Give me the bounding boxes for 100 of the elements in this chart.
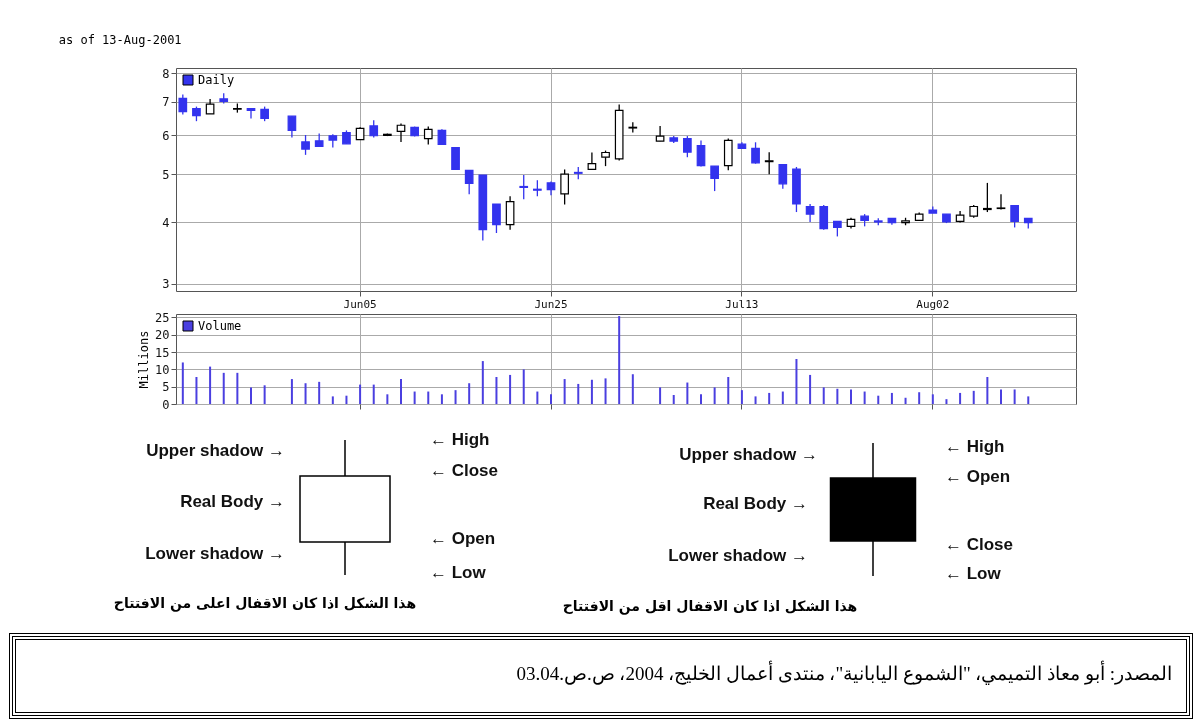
y-tick-label: 25 bbox=[155, 310, 170, 325]
candlestick bbox=[246, 107, 256, 120]
bar bbox=[986, 377, 989, 404]
bar bbox=[290, 379, 293, 404]
bar bbox=[359, 384, 362, 404]
bar bbox=[631, 374, 634, 404]
bar bbox=[577, 383, 580, 404]
y-tick-label: 5 bbox=[162, 380, 170, 395]
x-tick-label: Jun25 bbox=[534, 297, 568, 311]
candlestick bbox=[778, 163, 788, 190]
bar bbox=[604, 378, 607, 404]
y-tick-label: 5 bbox=[162, 167, 170, 182]
bar bbox=[904, 397, 907, 404]
bar bbox=[754, 396, 757, 404]
text: Upper shadow → bbox=[146, 441, 285, 461]
bar bbox=[972, 390, 975, 404]
text: ← Close bbox=[945, 535, 1014, 555]
text: Lower shadow → bbox=[145, 544, 285, 564]
candlestick bbox=[178, 93, 188, 116]
bar bbox=[809, 374, 812, 404]
bar bbox=[931, 394, 934, 404]
candlestick bbox=[819, 204, 829, 231]
candlestick bbox=[764, 151, 774, 175]
y-tick-label: 8 bbox=[162, 66, 170, 81]
text: ← Open bbox=[945, 467, 1011, 487]
y-tick-label: 0 bbox=[162, 397, 170, 412]
bar bbox=[440, 394, 443, 404]
candlestick bbox=[983, 182, 992, 213]
text: ← Low bbox=[430, 563, 486, 583]
bar bbox=[659, 387, 662, 404]
bar bbox=[672, 395, 675, 404]
y-tick-label: 4 bbox=[162, 215, 170, 230]
text: Real Body → bbox=[703, 494, 808, 514]
bar bbox=[686, 382, 689, 404]
bar bbox=[563, 379, 566, 404]
x-tick-label: Jul13 bbox=[725, 297, 759, 311]
bar bbox=[345, 395, 348, 404]
bar bbox=[236, 372, 239, 404]
candlestick bbox=[560, 168, 569, 206]
bar bbox=[304, 383, 307, 404]
candlestick bbox=[710, 165, 719, 192]
bar bbox=[945, 399, 948, 404]
bar bbox=[495, 377, 498, 404]
bar bbox=[822, 387, 825, 404]
y-tick-label: 10 bbox=[155, 362, 170, 377]
bar bbox=[781, 391, 784, 404]
bar bbox=[713, 387, 716, 404]
text: هذا الشكل اذا كان الاقفال اعلى من الافتتاح bbox=[113, 595, 417, 611]
text: ← Close bbox=[430, 461, 499, 481]
candlestick bbox=[492, 203, 501, 234]
bar bbox=[250, 387, 252, 404]
y-tick-label: 7 bbox=[162, 95, 170, 110]
y-tick-label: 6 bbox=[162, 128, 170, 143]
y-axis-title: Millions bbox=[137, 330, 152, 389]
bar bbox=[795, 359, 798, 404]
candlestick bbox=[683, 135, 692, 158]
bar bbox=[209, 366, 212, 404]
bar bbox=[522, 369, 525, 404]
candlestick bbox=[996, 193, 1006, 211]
bar bbox=[918, 392, 921, 404]
bar bbox=[536, 391, 539, 404]
chart-subtitle: as of 13-Aug-2001 bbox=[58, 33, 182, 48]
legend-label: Volume bbox=[198, 319, 242, 333]
bar bbox=[890, 392, 893, 404]
bar bbox=[222, 372, 225, 404]
text: ← Open bbox=[430, 529, 496, 549]
bar bbox=[1027, 396, 1030, 404]
bar bbox=[768, 392, 771, 404]
bar bbox=[481, 361, 484, 404]
bar bbox=[959, 392, 962, 404]
bar bbox=[318, 381, 321, 404]
bar bbox=[877, 395, 880, 404]
text: المصدر: أبو معاذ التميمي، "الشموع اليابانية"، منتدى أعمال الخليج، 2004، ص.ص.03.04 bbox=[516, 662, 1172, 685]
bar bbox=[413, 391, 416, 404]
x-tick-label: Jun05 bbox=[343, 297, 377, 311]
text: Upper shadow → bbox=[679, 445, 818, 465]
bar bbox=[618, 316, 621, 404]
bar bbox=[727, 377, 730, 404]
bar bbox=[850, 389, 852, 404]
candlestick bbox=[1010, 204, 1019, 229]
bar bbox=[1013, 389, 1016, 404]
bar bbox=[454, 390, 457, 404]
candlestick bbox=[301, 134, 310, 156]
bar bbox=[550, 394, 552, 404]
bar bbox=[836, 388, 839, 404]
candlestick bbox=[655, 125, 665, 142]
bar bbox=[331, 396, 334, 404]
candlestick bbox=[751, 141, 760, 165]
y-tick-label: 20 bbox=[155, 328, 170, 343]
candlestick bbox=[519, 174, 529, 200]
bar bbox=[195, 377, 198, 404]
x-tick-label: Aug02 bbox=[916, 297, 950, 311]
bar bbox=[863, 391, 866, 404]
bar bbox=[181, 362, 184, 404]
y-tick-label: 15 bbox=[155, 345, 170, 360]
candlestick bbox=[464, 169, 474, 196]
text: ← Low bbox=[945, 564, 1001, 584]
bar bbox=[590, 379, 593, 404]
y-tick-label: 3 bbox=[162, 277, 170, 292]
text: هذا الشكل اذا كان الاقفال اقل من الافتتاح bbox=[562, 598, 858, 614]
